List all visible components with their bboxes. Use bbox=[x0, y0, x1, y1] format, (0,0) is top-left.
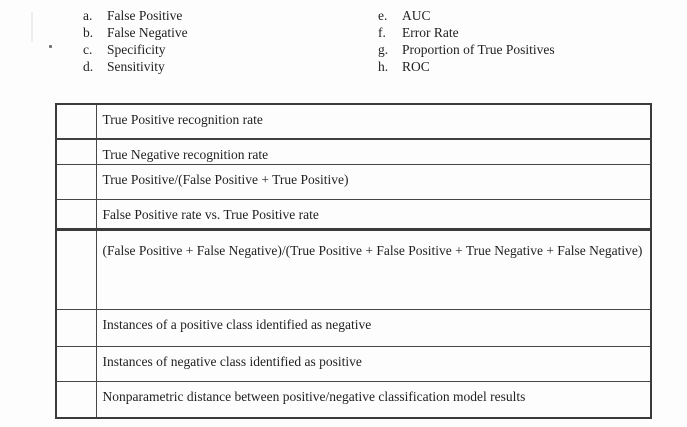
option-item-a: a. False Positive bbox=[83, 7, 188, 24]
option-letter: h. bbox=[378, 59, 389, 74]
option-item-e: e. AUC bbox=[378, 7, 555, 24]
answer-cell[interactable] bbox=[55, 198, 97, 230]
option-item-h: h. ROC bbox=[378, 58, 555, 75]
description-cell: (False Positive + False Negative)/(True … bbox=[95, 227, 652, 310]
matching-table-wrap: True Positive recognition rate True Nega… bbox=[55, 103, 652, 419]
description-cell: Nonparametric distance between positive/… bbox=[95, 380, 652, 419]
answer-cell[interactable] bbox=[55, 380, 97, 419]
answer-cell[interactable] bbox=[55, 138, 97, 165]
table-row: True Positive/(False Positive + True Pos… bbox=[55, 163, 652, 200]
matching-table: True Positive recognition rate True Nega… bbox=[55, 103, 652, 419]
option-letter: e. bbox=[378, 8, 388, 23]
option-item-f: f. Error Rate bbox=[378, 24, 555, 41]
option-item-d: d. Sensitivity bbox=[83, 58, 188, 75]
table-row: Nonparametric distance between positive/… bbox=[55, 380, 652, 419]
option-letter: c. bbox=[83, 42, 93, 57]
options-list-left: a. False Positive b. False Negative c. S… bbox=[83, 7, 188, 75]
option-label: ROC bbox=[402, 59, 430, 74]
answer-cell[interactable] bbox=[55, 345, 97, 382]
option-letter: a. bbox=[83, 8, 93, 23]
description-cell: True Positive/(False Positive + True Pos… bbox=[95, 163, 652, 200]
description-cell: True Positive recognition rate bbox=[95, 103, 652, 140]
table-row: True Positive recognition rate bbox=[55, 103, 652, 140]
description-cell: Instances of negative class identified a… bbox=[95, 345, 652, 382]
option-letter: f. bbox=[378, 25, 386, 40]
option-label: False Negative bbox=[107, 25, 188, 40]
description-cell: True Negative recognition rate bbox=[95, 138, 652, 165]
option-label: False Positive bbox=[107, 8, 183, 23]
answer-cell[interactable] bbox=[55, 308, 97, 347]
option-label: Proportion of True Positives bbox=[402, 42, 555, 57]
option-letter: d. bbox=[83, 59, 94, 74]
answer-cell[interactable] bbox=[55, 163, 97, 200]
table-row: Instances of negative class identified a… bbox=[55, 345, 652, 382]
description-cell: Instances of a positive class identified… bbox=[95, 308, 652, 347]
table-row: True Negative recognition rate bbox=[55, 138, 652, 165]
description-cell: False Positive rate vs. True Positive ra… bbox=[95, 198, 652, 230]
option-item-b: b. False Negative bbox=[83, 24, 188, 41]
option-label: Sensitivity bbox=[107, 59, 165, 74]
table-row: False Positive rate vs. True Positive ra… bbox=[55, 198, 652, 230]
option-label: Specificity bbox=[107, 42, 166, 57]
scan-artifact-dot bbox=[49, 45, 52, 48]
option-label: AUC bbox=[402, 8, 431, 23]
option-label: Error Rate bbox=[402, 25, 459, 40]
table-row: Instances of a positive class identified… bbox=[55, 308, 652, 347]
table-row: (False Positive + False Negative)/(True … bbox=[55, 227, 652, 310]
option-letter: g. bbox=[378, 42, 389, 57]
answer-cell[interactable] bbox=[55, 227, 97, 310]
scan-artifact-line bbox=[31, 12, 33, 42]
option-item-g: g. Proportion of True Positives bbox=[378, 41, 555, 58]
options-list-right: e. AUC f. Error Rate g. Proportion of Tr… bbox=[378, 7, 555, 75]
answer-cell[interactable] bbox=[55, 103, 97, 140]
option-letter: b. bbox=[83, 25, 94, 40]
option-item-c: c. Specificity bbox=[83, 41, 188, 58]
